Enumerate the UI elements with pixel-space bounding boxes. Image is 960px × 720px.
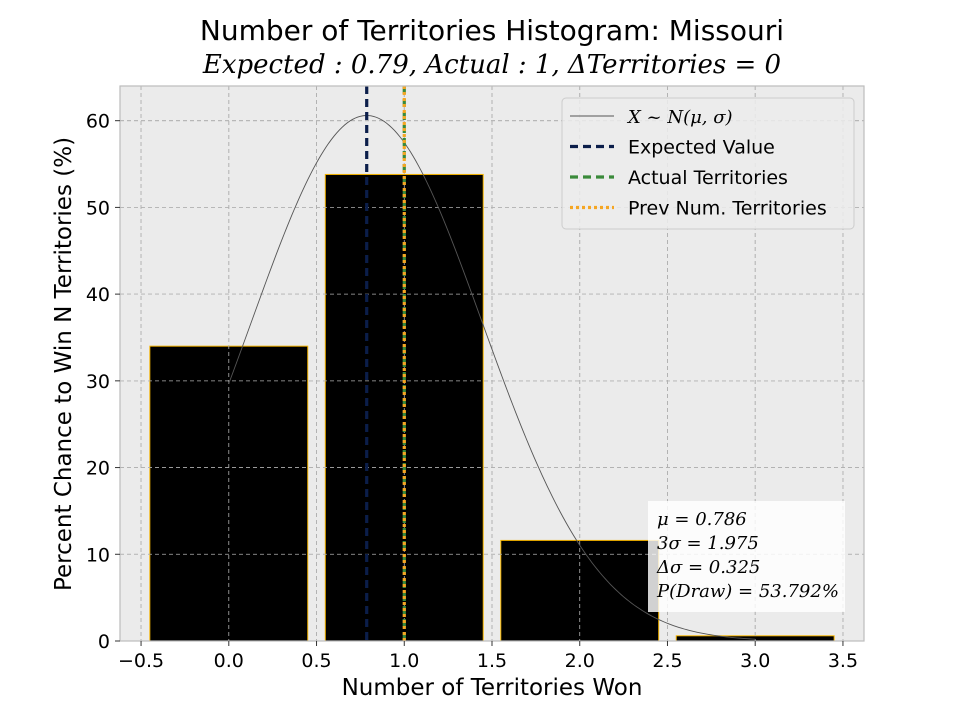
x-axis-ticks: −0.5 0.0 0.5 1.0 1.5 2.0 2.5 3.0 3.5 [118, 641, 858, 672]
reference-lines [365, 86, 406, 641]
y-tick-label: 10 [86, 544, 110, 566]
x-axis-label: Number of Territories Won [342, 675, 643, 701]
y-axis-ticks: 0 10 20 30 40 50 60 [86, 111, 120, 653]
x-tick-label: 1.5 [477, 650, 507, 672]
y-tick-label: 30 [86, 371, 110, 393]
y-tick-label: 40 [86, 284, 110, 306]
legend-label: Prev Num. Territories [628, 198, 827, 220]
y-tick-label: 0 [98, 631, 110, 653]
stats-line: 3σ = 1.975 [657, 533, 759, 554]
y-tick-label: 60 [86, 111, 110, 133]
stats-box: μ = 0.786 3σ = 1.975 Δσ = 0.325 P(Draw) = 5… [648, 501, 845, 612]
stats-line: μ = 0.786 [657, 509, 747, 530]
y-tick-label: 20 [86, 458, 110, 480]
x-tick-label: 0.5 [301, 650, 331, 672]
legend-box [561, 97, 855, 230]
legend: X ~ N(μ, σ) Expected Value Actual Territor… [561, 97, 855, 230]
normal-curve [228, 115, 756, 640]
legend-label: Actual Territories [628, 167, 788, 189]
legend-label: X ~ N(μ, σ) [626, 107, 733, 128]
x-tick-label: 0.0 [214, 650, 244, 672]
stats-line: Δσ = 0.325 [656, 557, 760, 578]
stats-line: P(Draw) = 53.792% [656, 581, 839, 602]
x-tick-label: 1.0 [389, 650, 419, 672]
x-tick-label: 2.0 [565, 650, 595, 672]
chart-subtitle: Expected : 0.79, Actual : 1, ΔTerritorie… [202, 50, 781, 80]
x-tick-label: 3.0 [740, 650, 770, 672]
legend-label: Expected Value [628, 137, 775, 159]
y-tick-label: 50 [86, 197, 110, 219]
x-tick-label: −0.5 [118, 650, 164, 672]
y-axis-label: Percent Chance to Win N Territories (%) [51, 137, 77, 591]
stats-box-bg [648, 501, 845, 612]
x-tick-label: 2.5 [652, 650, 682, 672]
x-tick-label: 3.5 [828, 650, 858, 672]
chart-title: Number of Territories Histogram: Missour… [200, 14, 784, 47]
